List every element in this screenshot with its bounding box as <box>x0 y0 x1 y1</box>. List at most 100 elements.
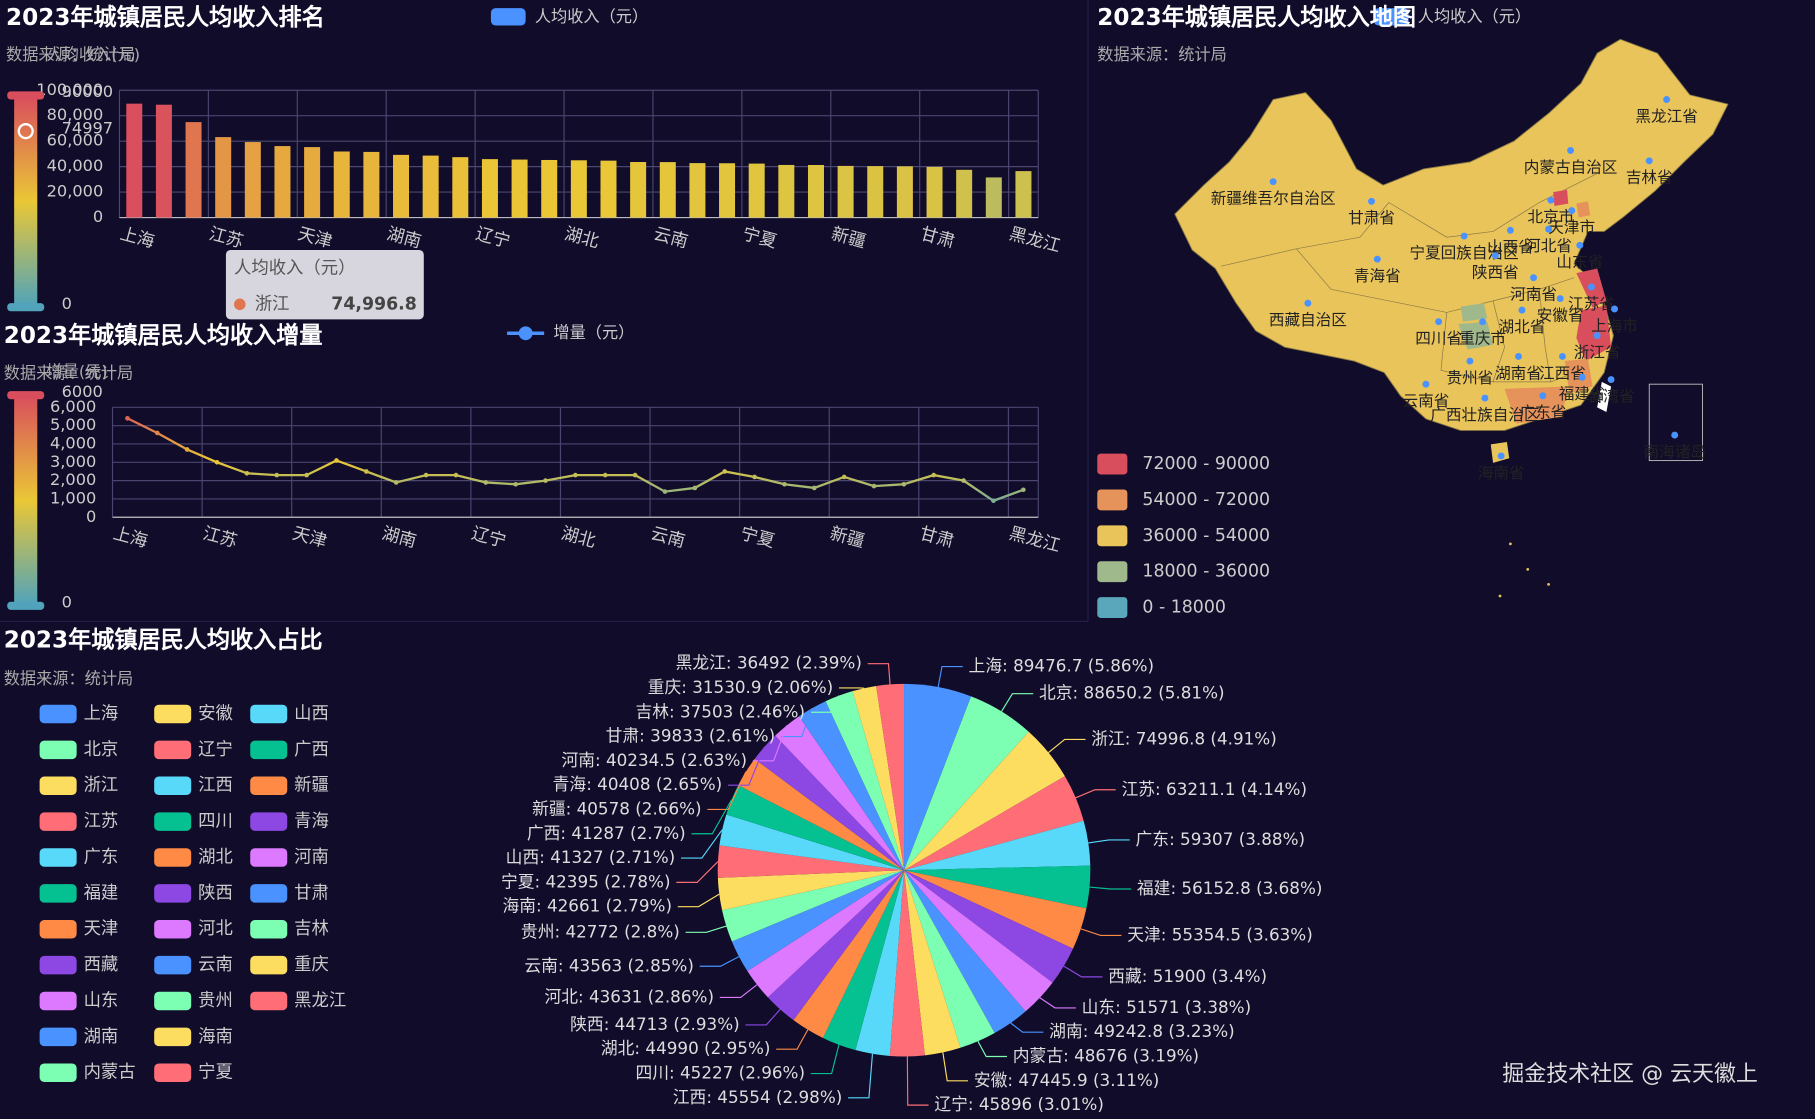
region-dot <box>1373 255 1381 263</box>
legend-label: 海南 <box>198 1027 233 1047</box>
x-tick-label: 湖北 <box>562 224 601 252</box>
region-dot <box>1506 226 1514 234</box>
pie-slice <box>717 845 905 878</box>
legend-icon <box>39 884 77 903</box>
pie-slice <box>726 785 905 871</box>
region-dot <box>1479 318 1487 326</box>
data-label: 山东: 51571 (3.38%) <box>1082 997 1252 1017</box>
label-line <box>1048 738 1086 754</box>
visual-piece-icon <box>1097 525 1128 547</box>
point <box>244 470 250 476</box>
legend-label: 重庆 <box>294 955 329 975</box>
point <box>722 469 728 474</box>
data-label: 广西: 41287 (2.7%) <box>527 823 686 843</box>
x-tick-label: 云南 <box>651 224 690 252</box>
region-label: 重庆市 <box>1459 330 1506 348</box>
legend-label: 江苏 <box>84 812 119 832</box>
map-region <box>1576 201 1591 218</box>
data-label: 黑龙江: 36492 (2.39%) <box>676 653 862 673</box>
label-line <box>752 725 788 762</box>
visual-piece-label: 72000 - 90000 <box>1142 454 1270 474</box>
bar <box>126 103 143 218</box>
region-dot <box>1518 306 1526 314</box>
map-region <box>1564 358 1593 394</box>
data-label: 新疆: 40578 (2.66%) <box>532 798 702 818</box>
legend-icon <box>250 740 288 760</box>
data-label: 北京: 88650.2 (5.81%) <box>1039 683 1225 703</box>
pie-slice <box>825 691 905 871</box>
region-dot <box>1491 252 1499 260</box>
pie-slice <box>799 701 905 871</box>
pie-slice <box>904 731 1065 871</box>
visual-map-bar <box>14 395 38 606</box>
data-label: 安徽: 47445.9 (3.11%) <box>974 1070 1160 1090</box>
legend-icon <box>39 776 77 795</box>
region-label: 安徽省 <box>1537 306 1584 324</box>
chart-subtitle: 数据来源：统计局 <box>4 363 134 382</box>
point <box>662 489 668 494</box>
bar <box>1015 171 1032 218</box>
pie-slice <box>904 870 1053 1012</box>
legend-icon <box>250 704 288 724</box>
label-line <box>977 1040 1008 1058</box>
region-dot <box>1481 394 1489 402</box>
legend-label: 浙江 <box>84 776 119 796</box>
region-dot <box>1547 196 1555 204</box>
pie-slice <box>738 758 905 871</box>
visual-map-handle <box>7 303 45 312</box>
region-label: 山西省 <box>1487 238 1534 256</box>
legend-icon <box>250 991 288 1011</box>
data-label: 云南: 43563 (2.85%) <box>524 955 694 975</box>
region-dot <box>1304 299 1312 307</box>
pie-slice <box>876 683 905 871</box>
visual-piece-label: 0 - 18000 <box>1142 598 1225 618</box>
data-label: 辽宁: 45896 (3.01%) <box>934 1094 1104 1114</box>
region-label: 南海诸岛 <box>1643 443 1705 461</box>
legend-icon <box>39 704 77 724</box>
point <box>364 469 369 474</box>
point <box>393 480 399 485</box>
region-label: 吉林省 <box>1626 169 1673 187</box>
point <box>841 474 847 480</box>
y-tick-label: 6,000 <box>50 397 96 416</box>
region-dot <box>1368 197 1376 205</box>
pie-slice <box>904 683 972 871</box>
legend-label: 人均收入（元） <box>535 7 648 26</box>
bar <box>393 154 410 218</box>
map-region <box>1576 305 1612 362</box>
data-label: 江西: 45554 (2.98%) <box>673 1087 843 1107</box>
x-tick-label: 黑龙江 <box>1007 524 1062 557</box>
region-dot <box>1663 96 1671 103</box>
y-tick-label: 1,000 <box>50 488 96 507</box>
pie-slice <box>754 735 905 871</box>
legend-icon <box>154 704 192 724</box>
data-label: 山西: 41327 (2.71%) <box>506 847 676 867</box>
legend-label: 新疆 <box>294 776 329 796</box>
legend-label: 山东 <box>84 991 119 1011</box>
region-dot <box>1545 225 1553 233</box>
map-border <box>1221 173 1598 383</box>
region-dot <box>1567 146 1575 154</box>
map-island <box>1597 381 1612 412</box>
label-line <box>691 799 733 835</box>
tooltip <box>225 249 424 320</box>
y-tick-label: 60,000 <box>47 131 104 150</box>
visual-map-handle <box>7 91 45 100</box>
map-region <box>1553 189 1569 206</box>
chart-subtitle: 数据来源：统计局 <box>4 669 134 688</box>
region-label: 广西壮族自治区 <box>1430 406 1539 424</box>
legend-icon <box>39 991 77 1011</box>
x-tick-label: 天津 <box>290 524 329 552</box>
label-line <box>1088 839 1130 844</box>
legend-icon <box>39 1027 77 1047</box>
data-label: 上海: 89476.7 (5.86%) <box>969 656 1155 676</box>
label-line <box>1063 965 1103 978</box>
data-label: 广东: 59307 (3.88%) <box>1136 829 1306 849</box>
chart-subtitle: 数据来源：统计局 <box>1097 45 1226 64</box>
region-label: 浙江省 <box>1574 343 1621 361</box>
region-dot <box>1576 241 1584 249</box>
legend-label: 天津 <box>84 919 119 939</box>
legend-icon <box>250 776 288 795</box>
bar <box>422 155 439 218</box>
point <box>573 472 578 478</box>
